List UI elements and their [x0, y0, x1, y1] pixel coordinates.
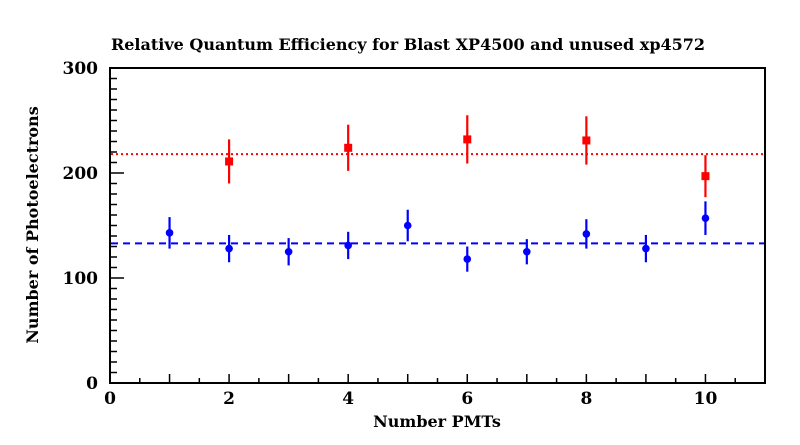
data-point	[523, 247, 531, 256]
y-axis-label: Number of Photoelectrons	[23, 106, 42, 343]
y-tick-label: 300	[63, 59, 99, 79]
reference-lines	[111, 153, 764, 245]
data-point	[165, 229, 174, 237]
x-tick-label: 4	[342, 389, 354, 409]
plot-frame	[109, 67, 766, 384]
data-point	[344, 241, 352, 250]
data-point	[463, 255, 472, 263]
x-tick-label: 0	[104, 389, 116, 409]
x-tick-label: 8	[580, 389, 592, 409]
x-tick-label: 2	[223, 389, 235, 409]
data-point	[344, 143, 353, 152]
data-point	[582, 136, 591, 145]
y-tick-label: 0	[86, 374, 98, 394]
data-point	[642, 244, 650, 253]
y-tick-label: 200	[63, 164, 99, 184]
data-marks	[165, 115, 710, 272]
data-point	[225, 244, 233, 253]
data-point	[463, 135, 472, 144]
x-tick-label: 10	[694, 389, 718, 409]
x-tick-label: 6	[461, 389, 473, 409]
y-tick-label: 100	[63, 269, 99, 289]
x-axis-label: Number PMTs	[373, 412, 501, 431]
data-point	[284, 247, 293, 256]
data-point	[582, 230, 591, 238]
chart-title: Relative Quantum Efficiency for Blast XP…	[111, 35, 705, 54]
data-point	[701, 214, 710, 222]
data-point	[701, 172, 710, 181]
data-point	[403, 221, 412, 230]
data-point	[225, 157, 234, 166]
